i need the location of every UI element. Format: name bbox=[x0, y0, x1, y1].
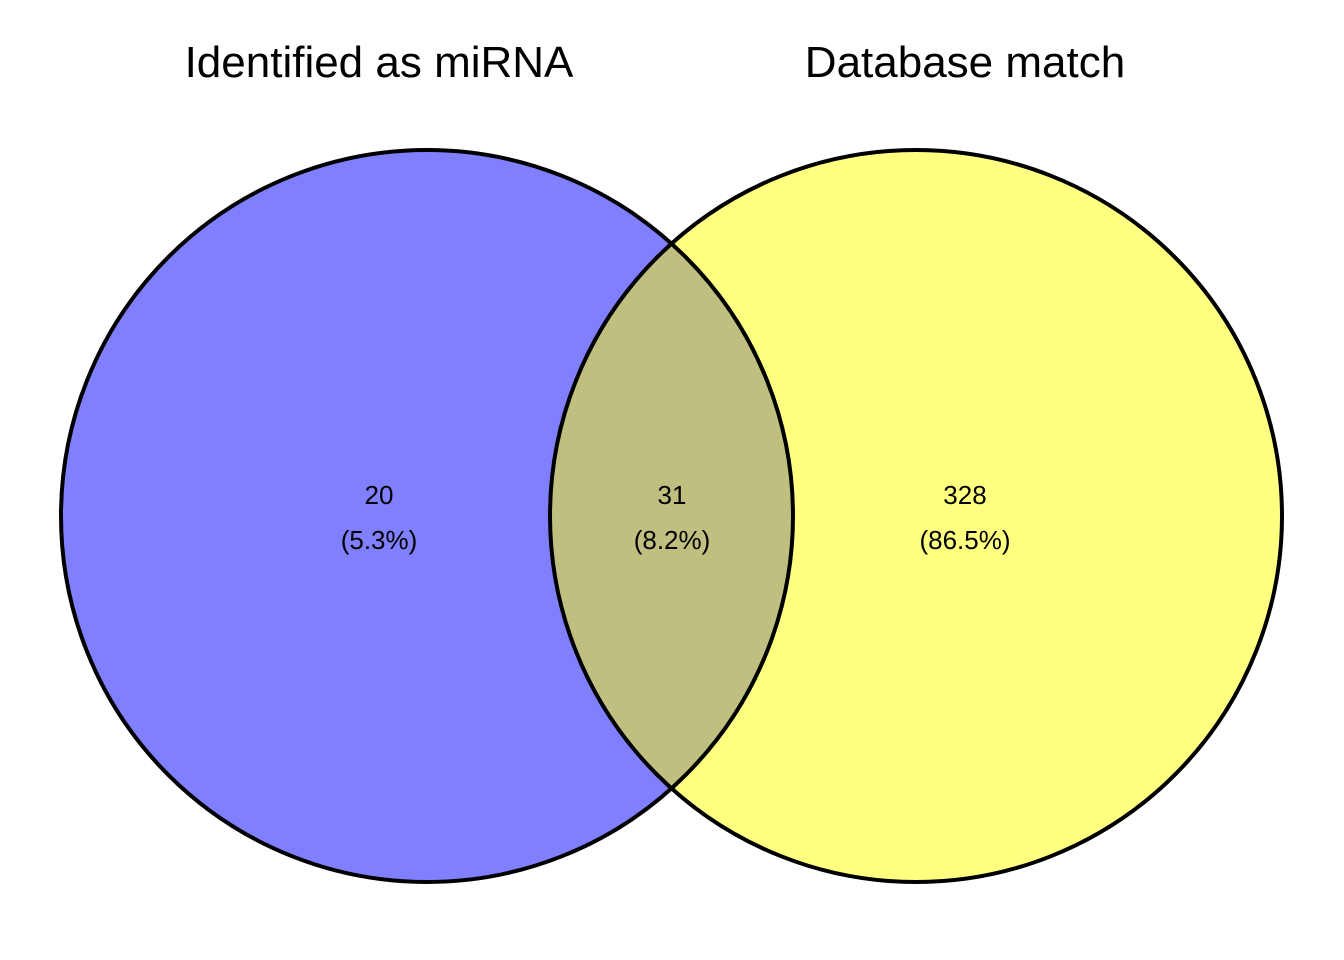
region-count-left-only: 20 bbox=[365, 480, 394, 510]
region-count-right-only: 328 bbox=[943, 480, 986, 510]
region-percent-left-only: (5.3%) bbox=[341, 525, 418, 555]
region-count-overlap: 31 bbox=[658, 480, 687, 510]
region-percent-right-only: (86.5%) bbox=[919, 525, 1010, 555]
region-percent-overlap: (8.2%) bbox=[634, 525, 711, 555]
set-outline-identified-as-mirna bbox=[59, 148, 795, 884]
overlap-region bbox=[550, 150, 793, 882]
set-label-database-match: Database match bbox=[805, 38, 1125, 87]
set-outline-database-match bbox=[548, 148, 1284, 884]
set-label-identified-as-mirna: Identified as miRNA bbox=[185, 38, 574, 87]
